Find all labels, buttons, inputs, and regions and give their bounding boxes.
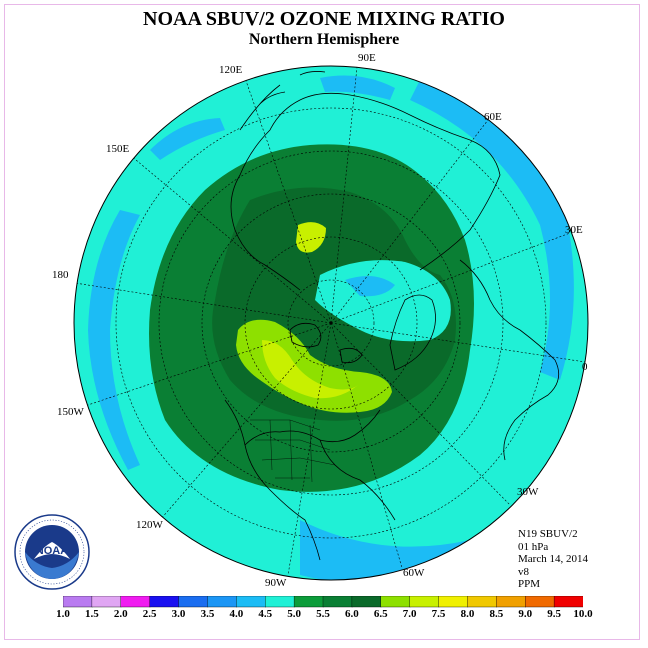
meridian-line: [330, 232, 571, 324]
colorbar-swatch: [293, 596, 324, 608]
colorbar-tick-label: 5.5: [316, 608, 330, 620]
colorbar-swatch: [265, 596, 295, 608]
colorbar-swatch: [351, 596, 382, 608]
map-subtitle: Northern Hemisphere: [248, 31, 400, 48]
coastline-europe: [459, 259, 560, 461]
colorbar-tick-label: 9.0: [518, 608, 533, 620]
colorbar-swatch: [496, 596, 526, 608]
coastline-greenland: [389, 294, 436, 371]
colorbar-swatch: [207, 596, 238, 608]
lon-label-150e: 150E: [106, 143, 130, 155]
lon-label-150w: 150W: [57, 406, 85, 418]
colorbar-swatch: [322, 596, 353, 608]
colorbar-swatch: [467, 596, 498, 608]
colorbar-tick-label: 4.5: [258, 608, 273, 620]
instrument-label: N19 SBUV/2: [518, 528, 578, 540]
colorbar-tick-label: 2.5: [142, 608, 157, 620]
lat-circle-5: [115, 107, 547, 539]
lon-label-180: 180: [52, 269, 69, 281]
meridian-line: [330, 66, 358, 324]
lat-circle-4: [158, 150, 504, 496]
meridian-line: [87, 322, 332, 406]
blue-band-north: [150, 118, 225, 160]
coastline-arctic-islands: [289, 322, 363, 364]
lon-label-120e: 120E: [219, 64, 243, 76]
colorbar-tick-label: 8.0: [460, 608, 475, 620]
meridian-line: [287, 322, 332, 576]
version-label: v8: [518, 565, 529, 578]
map-title: NOAA SBUV/2 OZONE MIXING RATIO: [143, 8, 505, 30]
lat-circle-2: [244, 236, 418, 410]
meridian-line: [330, 322, 586, 363]
colorbar-tick-label: 3.5: [200, 608, 215, 620]
colorbar-tick-label: 3.0: [171, 608, 186, 620]
lon-label-30e: 30E: [565, 224, 583, 236]
colorbar-swatch: [553, 596, 583, 608]
ozone-peak-core: [262, 340, 358, 399]
blue-band-west: [88, 210, 140, 470]
lon-label-60e: 60E: [484, 111, 502, 123]
noaa-logo-text: NOAA: [36, 545, 68, 557]
coastline-east-asia: [239, 71, 326, 131]
meridian-line: [74, 282, 332, 324]
lat-circle-1: [287, 279, 375, 367]
colorbar-tick-label: 2.0: [113, 608, 128, 620]
colorbar-tick-label: 7.5: [431, 608, 446, 620]
colorbar-swatch: [120, 596, 151, 608]
colorbar-swatch: [409, 596, 440, 608]
map-boundary: [73, 65, 589, 581]
figure-frame: [4, 4, 640, 640]
lon-label-30w: 30W: [517, 486, 539, 498]
colorbar-tick-label: 4.0: [229, 608, 244, 620]
colorbar-swatch: [149, 596, 180, 608]
lon-label-0: 0: [582, 361, 588, 373]
ozone-low-inner: [345, 276, 395, 297]
colorbar-swatch: [438, 596, 469, 608]
ozone-high-north: [296, 222, 326, 253]
state-boundaries: [250, 419, 336, 483]
noaa-logo: NOAA: [14, 514, 90, 590]
colorbar-swatch: [380, 596, 411, 608]
lat-circle-3: [201, 193, 461, 453]
lon-label-90w: 90W: [265, 577, 287, 589]
colorbar-tick-label: 7.0: [402, 608, 417, 620]
blue-band-top: [320, 75, 395, 100]
colorbar-tick-label: 1.5: [85, 608, 99, 620]
colorbar-swatch: [178, 596, 209, 608]
colorbar: [63, 596, 583, 608]
meridian-line: [159, 322, 332, 521]
colorbar-swatch: [236, 596, 266, 608]
pressure-level-label: 01 hPa: [518, 540, 549, 553]
lon-label-60w: 60W: [403, 567, 425, 579]
colorbar-swatch: [63, 596, 93, 608]
colorbar-tick-label: 9.5: [547, 608, 561, 620]
product-info: N19 SBUV/2 01 hPa March 14, 2014 v8 PPM: [518, 528, 588, 591]
blue-band-east: [410, 80, 574, 380]
colorbar-tick-label: 8.5: [489, 608, 504, 620]
colorbar-tick-label: 10.0: [573, 608, 593, 620]
lon-label-120w: 120W: [136, 519, 164, 531]
colorbar-tick-label: 6.0: [345, 608, 359, 620]
meridian-line: [330, 322, 511, 506]
colorbar-tick-label: 1.0: [56, 608, 70, 620]
colorbar-swatch: [525, 596, 555, 608]
meridian-line: [330, 119, 489, 324]
colorbar-swatch: [91, 596, 122, 608]
date-label: March 14, 2014: [518, 553, 588, 565]
meridian-line: [244, 77, 332, 324]
colorbar-tick-label: 6.5: [373, 608, 388, 620]
colorbar-tick-label: 5.0: [287, 608, 301, 620]
coastline-north-america: [224, 399, 396, 561]
lon-label-90e: 90E: [358, 52, 376, 64]
units-label: PPM: [518, 578, 541, 590]
colorbar-labels: 1.0 1.5 2.0 2.5 3.0 3.5 4.0 4.5 5.0 5.5 6.0 6.5 7.0 7…: [0, 608, 648, 624]
coastline-eurasia: [230, 92, 501, 291]
meridian-line: [330, 322, 403, 569]
